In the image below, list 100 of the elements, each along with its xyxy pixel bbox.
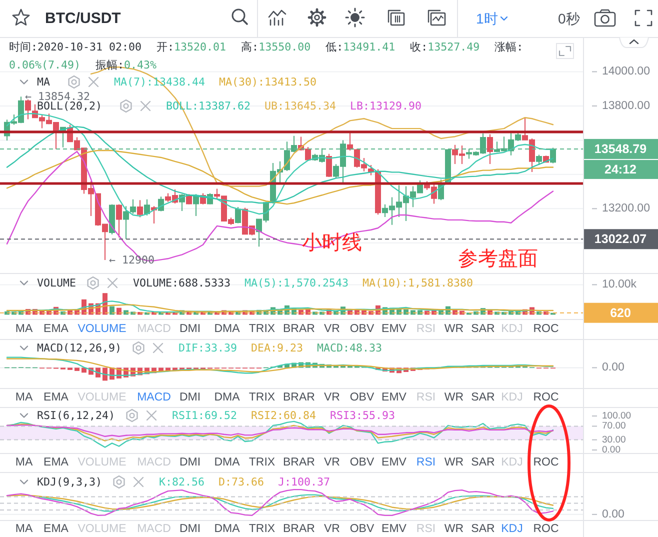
text: MACD [137,523,171,535]
text: RSI [416,323,436,335]
text: MA(30):13413.50 [219,76,317,88]
y-tick-label: 30.00 [602,434,626,446]
text: 24:12 [604,162,637,176]
annotation: 13491.41 [343,40,396,54]
series-label: UB:13645.34 [264,100,336,112]
text: RSI [416,456,436,468]
chart-title: RSI(6,12,24) [37,409,116,422]
annotation: 收: [410,40,428,54]
text: MA [15,523,33,535]
text: WR [444,323,464,335]
text: BRAR [283,392,315,404]
text: WR [444,456,464,468]
series-label: MACD:48.33 [317,342,382,354]
text: MACD [137,456,171,468]
annotation: 13520.01 [174,40,226,54]
y-tick-label: 14000.00 [602,66,650,78]
text: DMI [179,456,201,468]
text: EMV [382,523,407,535]
text: VOLUME [78,323,127,335]
text: TRIX [248,523,276,535]
text: ROC [533,323,559,335]
annotation: 开: [156,40,174,54]
series-label: RSI2:60.84 [251,409,316,422]
text: EMA [44,392,69,404]
text: OBV [350,523,374,535]
text: RSI [416,523,436,535]
annotation: 13550.00 [258,40,311,54]
text: BRAR [283,323,315,335]
ref-line-label: 620 [610,306,631,320]
annotation: BOLL(20,2) [37,100,102,112]
annotation: 高: [241,40,259,54]
text: MA [15,392,33,404]
annotation: 时间:2020-10-31 02:00 [9,40,142,54]
text: KDJ [501,523,523,535]
text: WR [444,523,464,535]
text: VOLUME [78,456,127,468]
y-tick-label: 0.00 [602,444,620,456]
text: ROC [533,392,559,404]
series-label: D:73.66 [218,476,264,488]
text: MA [15,456,33,468]
text: KDJ [501,392,523,404]
text: SAR [471,456,495,468]
chart-title: VOLUME [37,276,76,290]
y-tick-label: 13200.00 [602,202,650,215]
text: MACD [137,323,171,335]
text: EMA [44,523,69,535]
y-tick-label: 100.00 [602,410,632,422]
text: SAR [471,323,495,335]
text: OBV [350,456,374,468]
text: MA [15,323,33,335]
annotation: 13527.49 [428,40,480,54]
text: VR [324,456,340,468]
text: TRIX [248,456,276,468]
text: ROC [533,456,559,468]
text: MACD [137,392,171,404]
text: RSI [416,392,436,404]
text: TRIX [248,323,276,335]
text: DMA [214,323,240,335]
text: OBV [350,323,374,335]
text: ROC [533,523,559,535]
chart-title: KDJ(9,3,3) [37,476,102,488]
text: EMA [44,323,69,335]
series-label: RSI3:55.93 [330,409,396,422]
annotation: 参考盘面 [458,248,538,270]
annotation: VOLUME:688.5333 [133,276,231,290]
text: BRAR [283,523,315,535]
text: EMV [382,456,407,468]
text: DMI [179,392,201,404]
text: KDJ [501,323,523,335]
series-label: DEA:9.23 [251,342,304,354]
annotation: 0.06%(7.49) [9,58,81,72]
text: DMA [214,392,240,404]
annotation: 低: [326,40,344,54]
chart-title: BTC/USDT [45,10,121,27]
annotation: ← 12900 [109,254,155,267]
y-tick-label: 10.00k [602,278,637,291]
text: VOLUME [78,523,127,535]
text: WR [444,392,464,404]
text: DMA [214,456,240,468]
series-label: RSI1:69.52 [172,409,238,422]
series-label: MA(5):1,570.2543 [244,276,349,290]
text: VR [324,392,340,404]
text: VR [324,523,340,535]
text: EMA [44,456,69,468]
annotation: 涨幅: [494,40,524,54]
annotation: MA [37,76,50,88]
y-tick-label: 13800.00 [602,100,650,112]
chart-title: MACD(12,26,9) [37,342,122,354]
series-label: DIF:33.39 [178,342,238,354]
text: VOLUME [78,392,127,404]
text: 0秒 [558,10,580,26]
text: DMA [214,523,240,535]
text: BRAR [283,456,315,468]
series-label: K:82.56 [159,476,205,488]
ref-line-label: 13548.79 [594,142,647,156]
series-label: MA(10):1,581.8380 [362,276,474,290]
text: DMI [179,523,201,535]
text: OBV [350,392,374,404]
